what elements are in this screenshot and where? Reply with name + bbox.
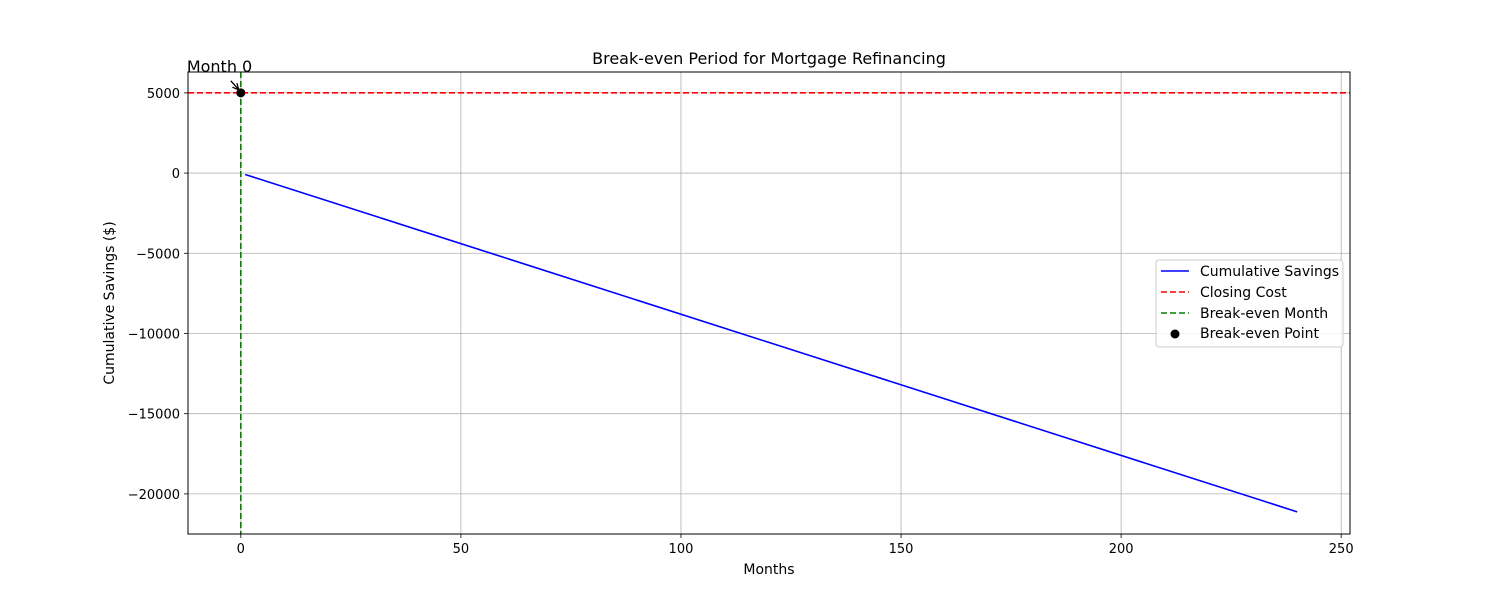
legend-label-closing-cost: Closing Cost (1200, 285, 1287, 301)
x-axis-label: Months (743, 562, 794, 578)
data-points (236, 88, 246, 98)
x-tick-label: 100 (669, 542, 694, 557)
cumulative-savings-line (244, 173, 1298, 513)
y-tick-label: −5000 (136, 247, 180, 262)
series-lines (244, 173, 1298, 513)
legend-label-cumulative-savings: Cumulative Savings (1200, 264, 1339, 280)
x-tick-label: 50 (453, 542, 470, 557)
x-tick-label: 200 (1109, 542, 1134, 557)
annotation-label: Month 0 (187, 57, 252, 76)
y-tick-label: −10000 (128, 327, 180, 342)
annotation-arrow-head (232, 82, 240, 91)
y-tick-label: −20000 (128, 488, 180, 503)
chart-title: Break-even Period for Mortgage Refinanci… (592, 49, 946, 68)
break-even-point-marker (236, 88, 246, 98)
legend-label-break-even-point: Break-even Point (1200, 326, 1320, 342)
legend-box (1155, 259, 1344, 348)
y-tick-label: −15000 (128, 408, 180, 423)
x-tick-label: 0 (237, 542, 245, 557)
annotation: Month 0 (187, 57, 252, 91)
x-tick-label: 150 (889, 542, 914, 557)
y-axis-label: Cumulative Savings ($) (102, 221, 118, 384)
legend-label-break-even-month: Break-even Month (1200, 306, 1328, 322)
reference-lines (188, 72, 1350, 534)
axis-ticks: 0 50 100 150 200 250 5000 0 −5000 −10000 −15000 −20… (128, 87, 1354, 557)
plot-area-frame (187, 71, 1351, 535)
y-tick-label: 5000 (147, 87, 180, 102)
annotation-arrow-shaft (230, 80, 240, 91)
legend: Cumulative Savings Closing Cost Break-ev… (1155, 259, 1344, 348)
legend-swatch-break-even-point (1170, 329, 1180, 339)
y-tick-label: 0 (172, 167, 180, 182)
x-tick-label: 250 (1329, 542, 1354, 557)
